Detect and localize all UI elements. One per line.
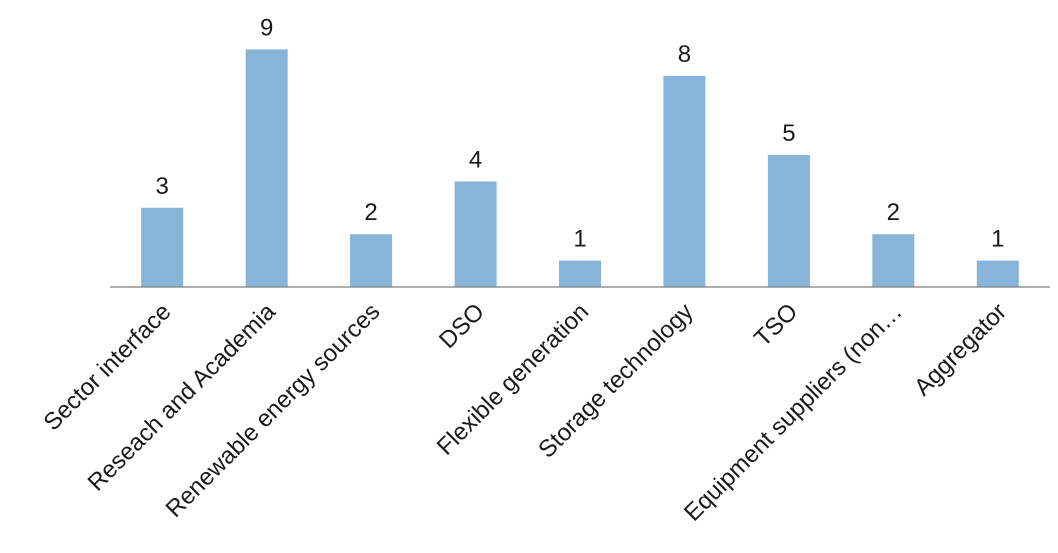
data-label-1: 3	[156, 173, 169, 200]
bars-layer	[141, 49, 1019, 288]
data-label-8: 2	[887, 199, 900, 226]
bar-1	[141, 207, 184, 287]
data-label-6: 8	[678, 41, 691, 68]
bar-6	[663, 75, 706, 287]
bar-7	[767, 155, 810, 287]
x-tick-label-4: DSO	[434, 298, 490, 354]
x-tick-label-7: TSO	[749, 298, 803, 352]
bar-3	[350, 234, 393, 287]
x-tick-label-3: Renewable energy sources	[161, 298, 386, 523]
data-label-2: 9	[260, 14, 273, 41]
x-tick-label-8: Equipment suppliers (non…	[679, 298, 908, 527]
x-tick-label-9: Aggregator	[909, 298, 1012, 401]
bar-8	[872, 234, 915, 287]
bar-2	[245, 49, 288, 288]
data-label-7: 5	[782, 120, 795, 147]
data-label-3: 2	[364, 199, 377, 226]
bar-5	[559, 260, 601, 287]
data-label-9: 1	[991, 226, 1004, 253]
value-labels-layer: 3 9 2 4 1 8 5 2 1	[156, 14, 1005, 252]
data-label-5: 1	[573, 226, 586, 253]
x-tick-label-2: Reseach and Academia	[83, 298, 282, 497]
data-label-4: 4	[469, 146, 482, 173]
bar-4	[454, 181, 497, 287]
bar-9	[976, 260, 1019, 287]
